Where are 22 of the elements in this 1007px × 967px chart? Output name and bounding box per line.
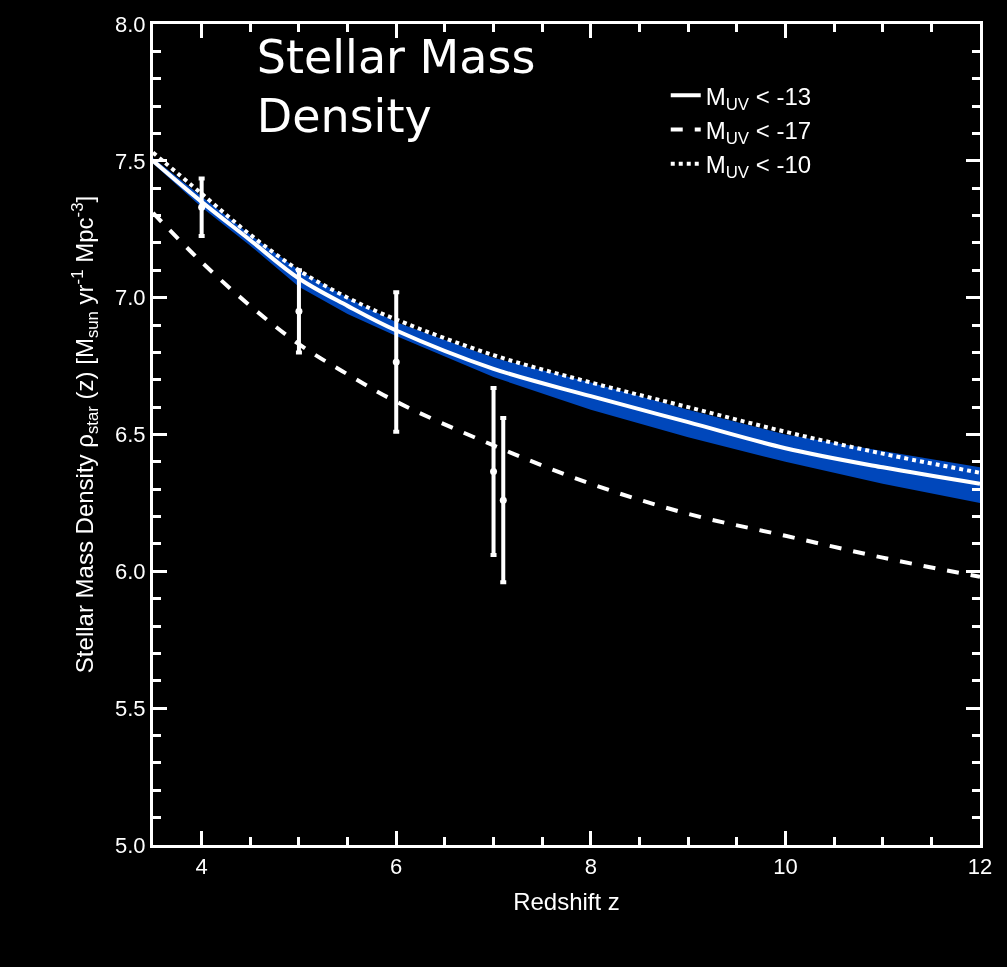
x-tick-label: 4: [195, 854, 208, 880]
point: [392, 358, 400, 366]
y-tick-label: 7.0: [115, 285, 146, 311]
x-tick-label: 6: [390, 854, 403, 880]
y-tick-label: 6.5: [115, 422, 146, 448]
text: Stellar Mass Density: [256, 29, 536, 144]
y-tick-label: 8.0: [115, 11, 146, 37]
x-axis-title: Redshift z: [513, 887, 620, 915]
point: [499, 496, 507, 504]
y-tick-label: 5.0: [115, 832, 146, 858]
y-tick-label: 7.5: [115, 148, 146, 174]
y-tick-label: 5.5: [115, 695, 146, 721]
point: [295, 307, 303, 315]
legend-label: M$_{UV}$ < -10: [705, 151, 812, 183]
legend-label: M$_{UV}$ < -13: [705, 82, 812, 114]
point: [490, 467, 498, 475]
x-tick-label: 8: [584, 854, 597, 880]
x-tick-label: 12: [967, 854, 993, 880]
legend-label: M$_{UV}$ < -17: [705, 116, 812, 148]
point: [198, 203, 206, 211]
x-tick-label: 10: [773, 854, 798, 880]
y-tick-label: 6.0: [115, 559, 146, 585]
